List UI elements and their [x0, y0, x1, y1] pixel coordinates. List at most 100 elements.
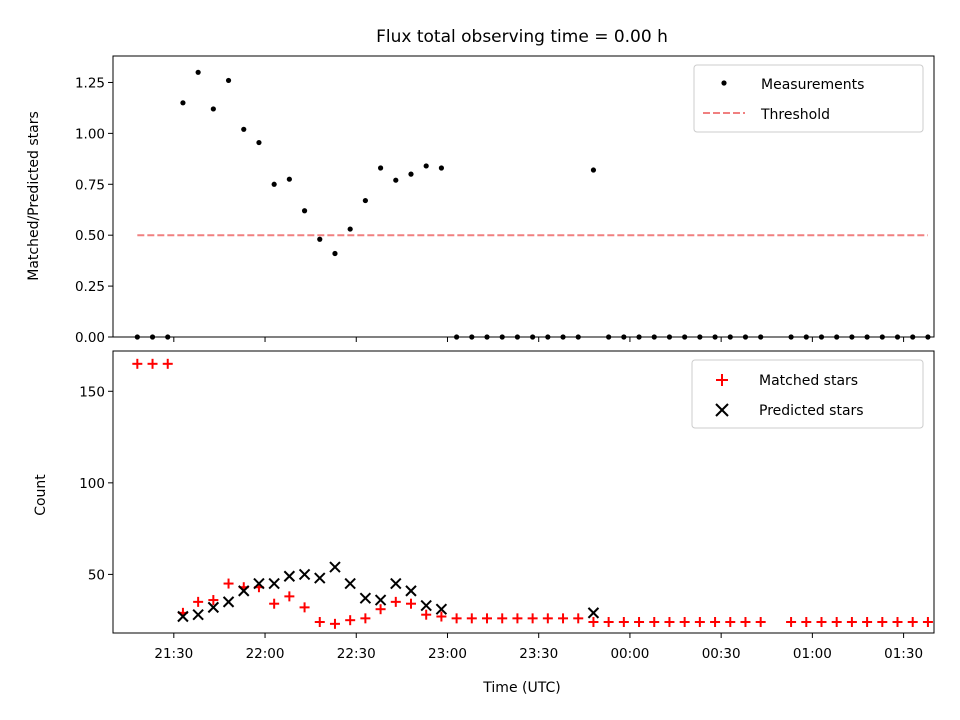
- legend-matched-stars-marker: [716, 374, 728, 386]
- matched-stars-point: [801, 617, 812, 628]
- y-tick-label: 0.00: [75, 330, 105, 346]
- matched-stars-point: [193, 596, 204, 607]
- matched-stars-point: [558, 613, 569, 624]
- matched-stars-point: [877, 617, 888, 628]
- x-tick-label: 22:00: [246, 646, 285, 662]
- predicted-stars-point: [405, 585, 417, 597]
- predicted-stars-point: [177, 610, 189, 623]
- legend-predicted-stars-marker: [715, 403, 729, 417]
- matched-stars-point: [345, 615, 356, 626]
- predicted-stars-point: [420, 599, 432, 612]
- matched-stars-point: [466, 613, 477, 624]
- ratio-x-ticks: [173, 337, 905, 342]
- count-panel: Count 50 100 150 21:30 22:00 22:30 23:00 23:30…: [33, 350, 935, 662]
- matched-stars-point: [649, 617, 660, 628]
- measurement-point: [377, 165, 384, 171]
- predicted-stars-point: [374, 594, 387, 606]
- measurement-point: [195, 69, 201, 75]
- matched-stars-point: [603, 617, 614, 628]
- matched-stars-point: [740, 617, 751, 628]
- measurement-point: [317, 236, 323, 242]
- matched-stars-point: [831, 617, 842, 628]
- matched-stars-point: [725, 617, 736, 628]
- matched-stars-point: [679, 617, 690, 628]
- predicted-stars-point: [587, 607, 600, 619]
- measurement-point: [210, 106, 216, 112]
- x-tick-label: 23:00: [428, 646, 467, 662]
- measurement-point: [241, 126, 247, 132]
- measurement-point: [438, 165, 444, 171]
- ratio-plot-area: [134, 69, 931, 340]
- matched-stars-point: [816, 617, 827, 628]
- count-panel-frame: [112, 350, 935, 634]
- matched-stars-point: [329, 618, 340, 629]
- matched-stars-point: [618, 617, 629, 628]
- measurement-point: [332, 250, 338, 257]
- x-tick-label: 00:00: [610, 646, 649, 662]
- count-y-axis-label: Count: [33, 474, 49, 516]
- matched-stars-point: [664, 617, 675, 628]
- count-x-ticks: 21:30 22:00 22:30 23:00 23:30 00:00 00:30 01:00…: [154, 633, 923, 662]
- measurement-point: [271, 181, 277, 187]
- predicted-stars-point: [283, 570, 296, 582]
- predicted-stars-point: [253, 577, 265, 590]
- x-tick-label: 00:30: [702, 646, 741, 662]
- matched-stars-point: [922, 617, 933, 628]
- x-tick-label: 21:30: [154, 646, 193, 662]
- measurement-point: [180, 100, 186, 106]
- matched-stars-point: [299, 602, 310, 613]
- chart-title: Flux total observing time = 0.00 h: [376, 27, 668, 47]
- matched-stars-point: [512, 613, 523, 624]
- x-tick-label: 22:30: [337, 646, 376, 662]
- measurement-point: [590, 167, 597, 173]
- matched-stars-point: [405, 598, 416, 609]
- ratio-y-axis-label: Matched/Predicted stars: [26, 111, 42, 281]
- matched-stars-point: [907, 617, 918, 628]
- y-tick-label: 1.00: [75, 126, 105, 142]
- matched-stars-point: [755, 617, 766, 628]
- measurement-point: [286, 176, 292, 182]
- matched-stars-point: [223, 578, 234, 589]
- predicted-stars-point: [298, 568, 311, 581]
- matched-stars-point: [421, 609, 432, 620]
- count-y-ticks: 50 100 150: [79, 384, 113, 583]
- predicted-stars-point: [435, 603, 448, 615]
- x-axis-label: Time (UTC): [482, 680, 560, 696]
- matched-stars-point: [162, 358, 173, 369]
- x-tick-label: 23:30: [519, 646, 558, 662]
- predicted-stars-point: [314, 572, 326, 584]
- matched-stars-point: [147, 358, 158, 369]
- matched-stars-point: [527, 613, 538, 624]
- legend-threshold-label: Threshold: [760, 107, 830, 123]
- ratio-legend: Measurements Threshold: [693, 64, 924, 133]
- matched-stars-point: [573, 613, 584, 624]
- matched-stars-point: [269, 598, 280, 609]
- matched-stars-point: [846, 617, 857, 628]
- y-tick-label: 0.50: [75, 228, 105, 244]
- ratio-panel-frame: [112, 55, 935, 338]
- matched-stars-point: [132, 358, 143, 369]
- matched-stars-point: [588, 617, 599, 628]
- measurement-point: [393, 177, 399, 183]
- matched-stars-point: [451, 613, 462, 624]
- legend-measurements-label: Measurements: [761, 77, 864, 93]
- matched-stars-point: [892, 617, 903, 628]
- measurement-point: [301, 208, 308, 214]
- matched-stars-point: [360, 613, 371, 624]
- measurement-point: [225, 77, 232, 84]
- matched-stars-point: [497, 613, 508, 624]
- count-legend-box: [691, 359, 924, 429]
- matched-stars-point: [710, 617, 721, 628]
- predicted-stars-point: [207, 601, 220, 614]
- legend-matched-stars-label: Matched stars: [759, 373, 858, 389]
- y-tick-label: 150: [79, 384, 105, 400]
- predicted-stars-point: [359, 592, 372, 604]
- matched-stars-point: [694, 617, 705, 628]
- matched-stars-point: [284, 591, 295, 602]
- predicted-stars-point: [390, 577, 402, 590]
- matched-stars-point: [482, 613, 493, 624]
- legend-measurements-marker: [721, 80, 727, 86]
- predicted-stars-point: [344, 577, 356, 590]
- y-tick-label: 100: [79, 476, 105, 492]
- x-tick-label: 01:30: [884, 646, 923, 662]
